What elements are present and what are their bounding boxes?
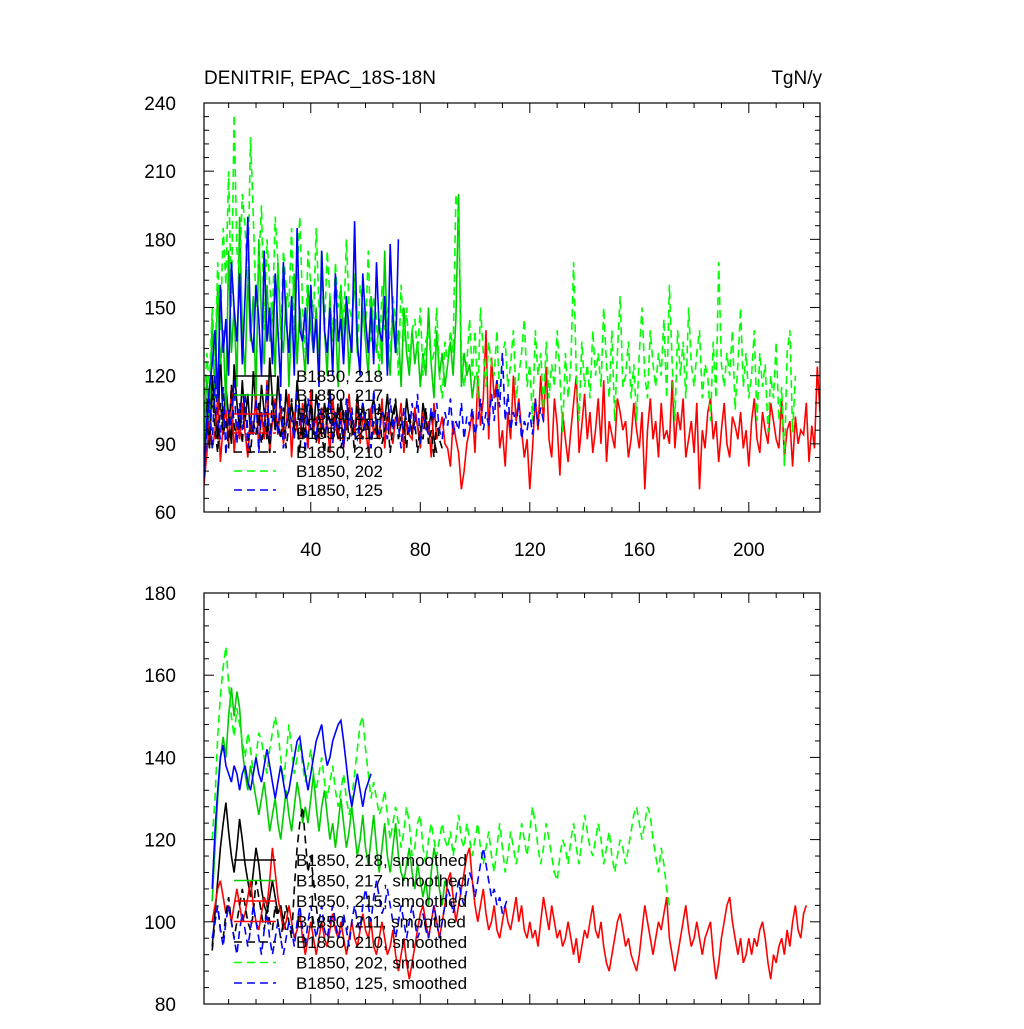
legend-label-0-3: B1850, 211 xyxy=(296,424,382,443)
y-tick-label-top-4: 180 xyxy=(144,230,176,251)
series-line-1-1 xyxy=(211,687,446,906)
x-tick-label-top-3: 160 xyxy=(623,540,655,561)
x-tick-label-top-0: 40 xyxy=(300,540,321,561)
y-tick-label-top-0: 60 xyxy=(155,503,176,524)
y-tick-label-top-1: 90 xyxy=(155,435,176,456)
legend-label-1-6: B1850, 125, smoothed xyxy=(296,974,467,993)
series-line-1-7 xyxy=(211,718,372,889)
y-tick-label-top-5: 210 xyxy=(144,162,176,183)
legend-label-1-1: B1850, 217, smoothed xyxy=(296,872,467,891)
series-line-1-6 xyxy=(211,847,509,955)
legend-label-0-6: B1850, 125 xyxy=(296,481,383,500)
y-tick-label-top-3: 150 xyxy=(144,299,176,320)
x-tick-label-top-1: 80 xyxy=(410,540,431,561)
chart-units: TgN/y xyxy=(771,68,822,89)
series-group xyxy=(204,114,820,490)
chart-title: DENITRIF, EPAC_18S-18N xyxy=(204,68,436,89)
top-panel: 60 90 120 150 180 210 240 40 80 120 160 200 B1850, 2… xyxy=(144,94,821,561)
y-tick-label-top-2: 120 xyxy=(144,367,176,388)
x-tick-label-top-2: 120 xyxy=(514,540,546,561)
y-tick-label-bottom-1: 100 xyxy=(144,913,176,934)
legend-label-1-3: B1850, 211, smoothed xyxy=(296,913,466,932)
legend-label-0-1: B1850, 217 xyxy=(296,386,383,405)
legend-label-1-2: B1850, 215, smoothed xyxy=(296,892,467,911)
y-tick-label-bottom-5: 180 xyxy=(144,584,176,605)
plot-frame xyxy=(203,592,821,1005)
legend-label-1-4: B1850, 210, smoothed xyxy=(296,933,467,952)
y-tick-label-bottom-4: 160 xyxy=(144,666,176,687)
series-line-0-6 xyxy=(204,352,547,478)
series-line-1-5 xyxy=(211,646,671,906)
y-tick-label-top-6: 240 xyxy=(144,94,176,115)
x-tick-label-top-4: 200 xyxy=(733,540,765,561)
y-tick-label-bottom-2: 120 xyxy=(144,831,176,852)
series-line-0-7 xyxy=(204,216,400,478)
legend-label-0-2: B1850, 215 xyxy=(296,405,383,424)
legend-label-0-4: B1850, 210 xyxy=(296,443,383,462)
legend-label-1-5: B1850, 202, smoothed xyxy=(296,954,467,973)
series-group xyxy=(211,646,808,980)
legend: B1850, 218, smoothed B1850, 217, smoothed… xyxy=(234,851,467,993)
y-tick-label-bottom-0: 80 xyxy=(155,995,176,1016)
y-tick-label-bottom-3: 140 xyxy=(144,748,176,769)
legend-label-0-0: B1850, 218 xyxy=(296,367,383,386)
series-line-1-2 xyxy=(211,847,808,980)
legend-label-1-0: B1850, 218, smoothed xyxy=(296,851,467,870)
legend-label-0-5: B1850, 202 xyxy=(296,462,383,481)
